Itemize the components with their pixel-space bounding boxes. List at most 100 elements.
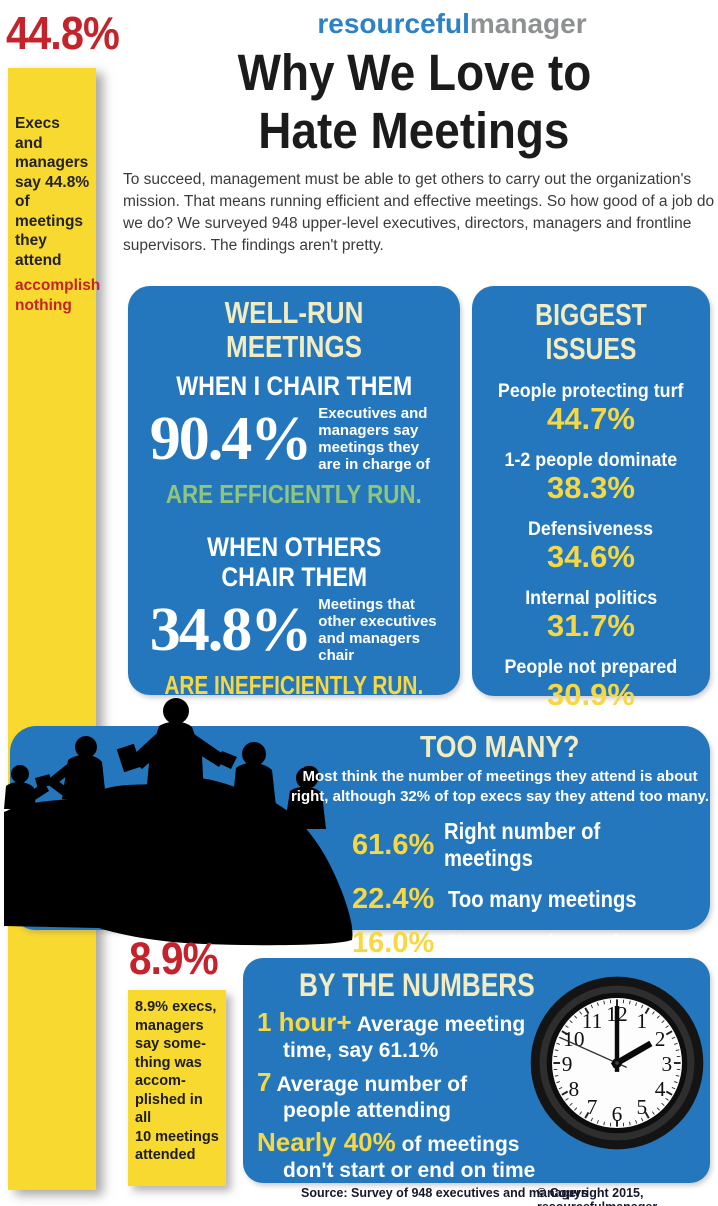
issue-label: Internal politics — [524, 588, 657, 609]
when-i-chair-title: WHEN I CHAIR THEM — [175, 371, 413, 401]
presenter-notes — [116, 743, 142, 773]
attendee1-head — [11, 765, 29, 783]
title-line1: Why We Love to — [237, 44, 591, 101]
too-many-value: 16.0% — [352, 927, 435, 959]
too-many-value: 22.4% — [352, 883, 435, 915]
clock-numeral-8: 8 — [568, 1077, 579, 1101]
by-numbers-item: 7 Average number of people attending — [257, 1069, 595, 1124]
stat-34-8: 34.8% — [149, 595, 312, 664]
clock-numeral-5: 5 — [637, 1095, 648, 1119]
issue-label: People protecting turf — [498, 381, 684, 402]
attendee3-head — [242, 742, 266, 766]
too-many-stat-row: 22.4% Too many meetings — [288, 883, 712, 916]
by-numbers-highlight: 1 hour+ — [257, 1007, 352, 1037]
attendee3-pen — [224, 785, 234, 803]
issue-item: People not prepared 30.9% — [472, 657, 710, 711]
attendee2-arm — [47, 761, 77, 799]
attendee1-body — [4, 782, 36, 809]
well-run-header: WELL-RUN MEETINGS — [224, 295, 364, 364]
attendee2-head — [75, 736, 97, 758]
stat-accomplish-nothing-value: 44.8% — [6, 7, 120, 59]
left-bar-text-red: accomplish nothing — [15, 277, 101, 314]
silhouette-mound — [4, 777, 353, 946]
well-run-meetings-box: WELL-RUN MEETINGS WHEN I CHAIR THEM 90.4… — [128, 286, 460, 700]
stat-8-9: 8.9% — [129, 933, 219, 984]
issue-label: Defensiveness — [528, 519, 654, 540]
logo-manager: manager — [469, 8, 587, 39]
stat-34-8-note: Meetings that other executives and manag… — [318, 596, 437, 664]
issue-label: People not prepared — [504, 657, 678, 678]
presenter-right-arm — [189, 734, 226, 767]
by-numbers-text: Average number of people attending — [276, 1073, 468, 1122]
by-numbers-item: Nearly 40% of meetings don't start or en… — [257, 1129, 595, 1184]
clock-numeral-6: 6 — [612, 1102, 623, 1126]
attendee1-paper — [34, 774, 53, 789]
clock-numeral-2: 2 — [655, 1027, 666, 1051]
presenter-head — [163, 698, 189, 724]
intro-paragraph: To succeed, management must be able to g… — [123, 171, 715, 254]
by-the-numbers-header: BY THE NUMBERS — [299, 967, 535, 1003]
inefficiently-run-conclusion: ARE INEFFICIENTLY RUN. — [164, 670, 424, 700]
too-many-stat-row: 16.0% Not enough meetings — [288, 927, 712, 960]
when-others-chair-title: WHEN OTHERS CHAIR THEM — [206, 532, 382, 592]
by-numbers-item: 1 hour+ Average meeting time, say 61.1% — [257, 1009, 595, 1064]
title-line2: Hate Meetings — [258, 102, 570, 159]
stat-90-4: 90.4% — [149, 404, 312, 473]
too-many-label: Too many meetings — [448, 886, 637, 912]
too-many-label: Not enough meetings — [448, 930, 655, 956]
efficiently-run-conclusion: ARE EFFICIENTLY RUN. — [166, 479, 422, 509]
left-bar-text: Execs and managers say 44.8% of meetings… — [15, 115, 90, 269]
wall-clock-illustration: 12 1 2 3 4 5 6 7 8 9 10 11 — [530, 976, 704, 1150]
stat-accomplish-nothing: 44.8% — [6, 6, 131, 60]
footer-source: Source: Survey of 948 executives and man… — [301, 1186, 588, 1200]
issue-item: People protecting turf 44.7% — [472, 381, 710, 435]
too-many-content: TOO MANY? Most think the number of meeti… — [288, 730, 712, 960]
clock-numerals: 12 1 2 3 4 5 6 7 8 9 10 11 — [562, 1002, 672, 1126]
when-i-chair-stat: 90.4% Executives and managers say meetin… — [128, 403, 460, 475]
by-numbers-text: Average meeting time, say 61.1% — [283, 1013, 526, 1062]
clock-numeral-3: 3 — [661, 1052, 672, 1076]
meeting-silhouette-illustration — [4, 698, 353, 946]
clock-numeral-1: 1 — [637, 1009, 648, 1033]
presenter-hand — [216, 751, 237, 769]
accomplished-yellow-box: 8.9% execs, managers say some- thing was… — [128, 990, 226, 1186]
attendee4-arm — [285, 796, 303, 821]
logo-resourceful: resourceful — [317, 8, 470, 39]
issue-item: Defensiveness 34.6% — [472, 519, 710, 573]
clock-numeral-9: 9 — [562, 1052, 573, 1076]
issue-value: 38.3% — [547, 470, 635, 505]
clock-numeral-4: 4 — [655, 1077, 666, 1101]
clock-hub-cap — [615, 1061, 619, 1065]
page-title: Why We Love to Hate Meetings — [110, 44, 718, 160]
too-many-stat-row: 61.6% Right number of meetings — [288, 818, 712, 872]
attendee4-hair — [304, 765, 320, 786]
clock-numeral-7: 7 — [587, 1095, 598, 1119]
issue-value: 31.7% — [547, 608, 635, 643]
issue-item: Internal politics 31.7% — [472, 588, 710, 642]
attendee3-arm — [231, 776, 249, 801]
too-many-intro: Most think the number of meetings they a… — [290, 768, 710, 805]
issue-value: 30.9% — [547, 677, 635, 712]
logo: resourcefulmanager — [130, 8, 718, 40]
issue-label: 1-2 people dominate — [504, 450, 678, 471]
presenter-body — [146, 721, 204, 794]
stat-90-4-note: Executives and managers say meetings the… — [318, 405, 430, 473]
left-yellow-bar: Execs and managers say 44.8% of meetings… — [8, 68, 101, 1190]
biggest-issues-header: BIGGEST ISSUES — [535, 297, 647, 366]
too-many-header: TOO MANY? — [420, 729, 580, 764]
too-many-label: Right number of meetings — [444, 818, 601, 871]
issue-value: 44.7% — [547, 401, 635, 436]
too-many-value: 61.6% — [352, 828, 435, 861]
clock-numeral-11: 11 — [582, 1009, 603, 1033]
footer-copyright: © Copyright 2015, resourcefulmanager — [537, 1186, 657, 1206]
clock-ticks — [553, 999, 681, 1127]
by-numbers-highlight: Nearly 40% — [257, 1127, 396, 1157]
clock-numeral-10: 10 — [563, 1027, 584, 1051]
when-others-chair-stat: 34.8% Meetings that other executives and… — [128, 594, 460, 666]
biggest-issues-box: BIGGEST ISSUES People protecting turf 44… — [472, 286, 710, 711]
by-numbers-highlight: 7 — [257, 1067, 272, 1097]
issue-item: 1-2 people dominate 38.3% — [472, 450, 710, 504]
by-numbers-text: of meetings don't start or end on time — [283, 1133, 536, 1182]
issue-value: 34.6% — [547, 539, 635, 574]
